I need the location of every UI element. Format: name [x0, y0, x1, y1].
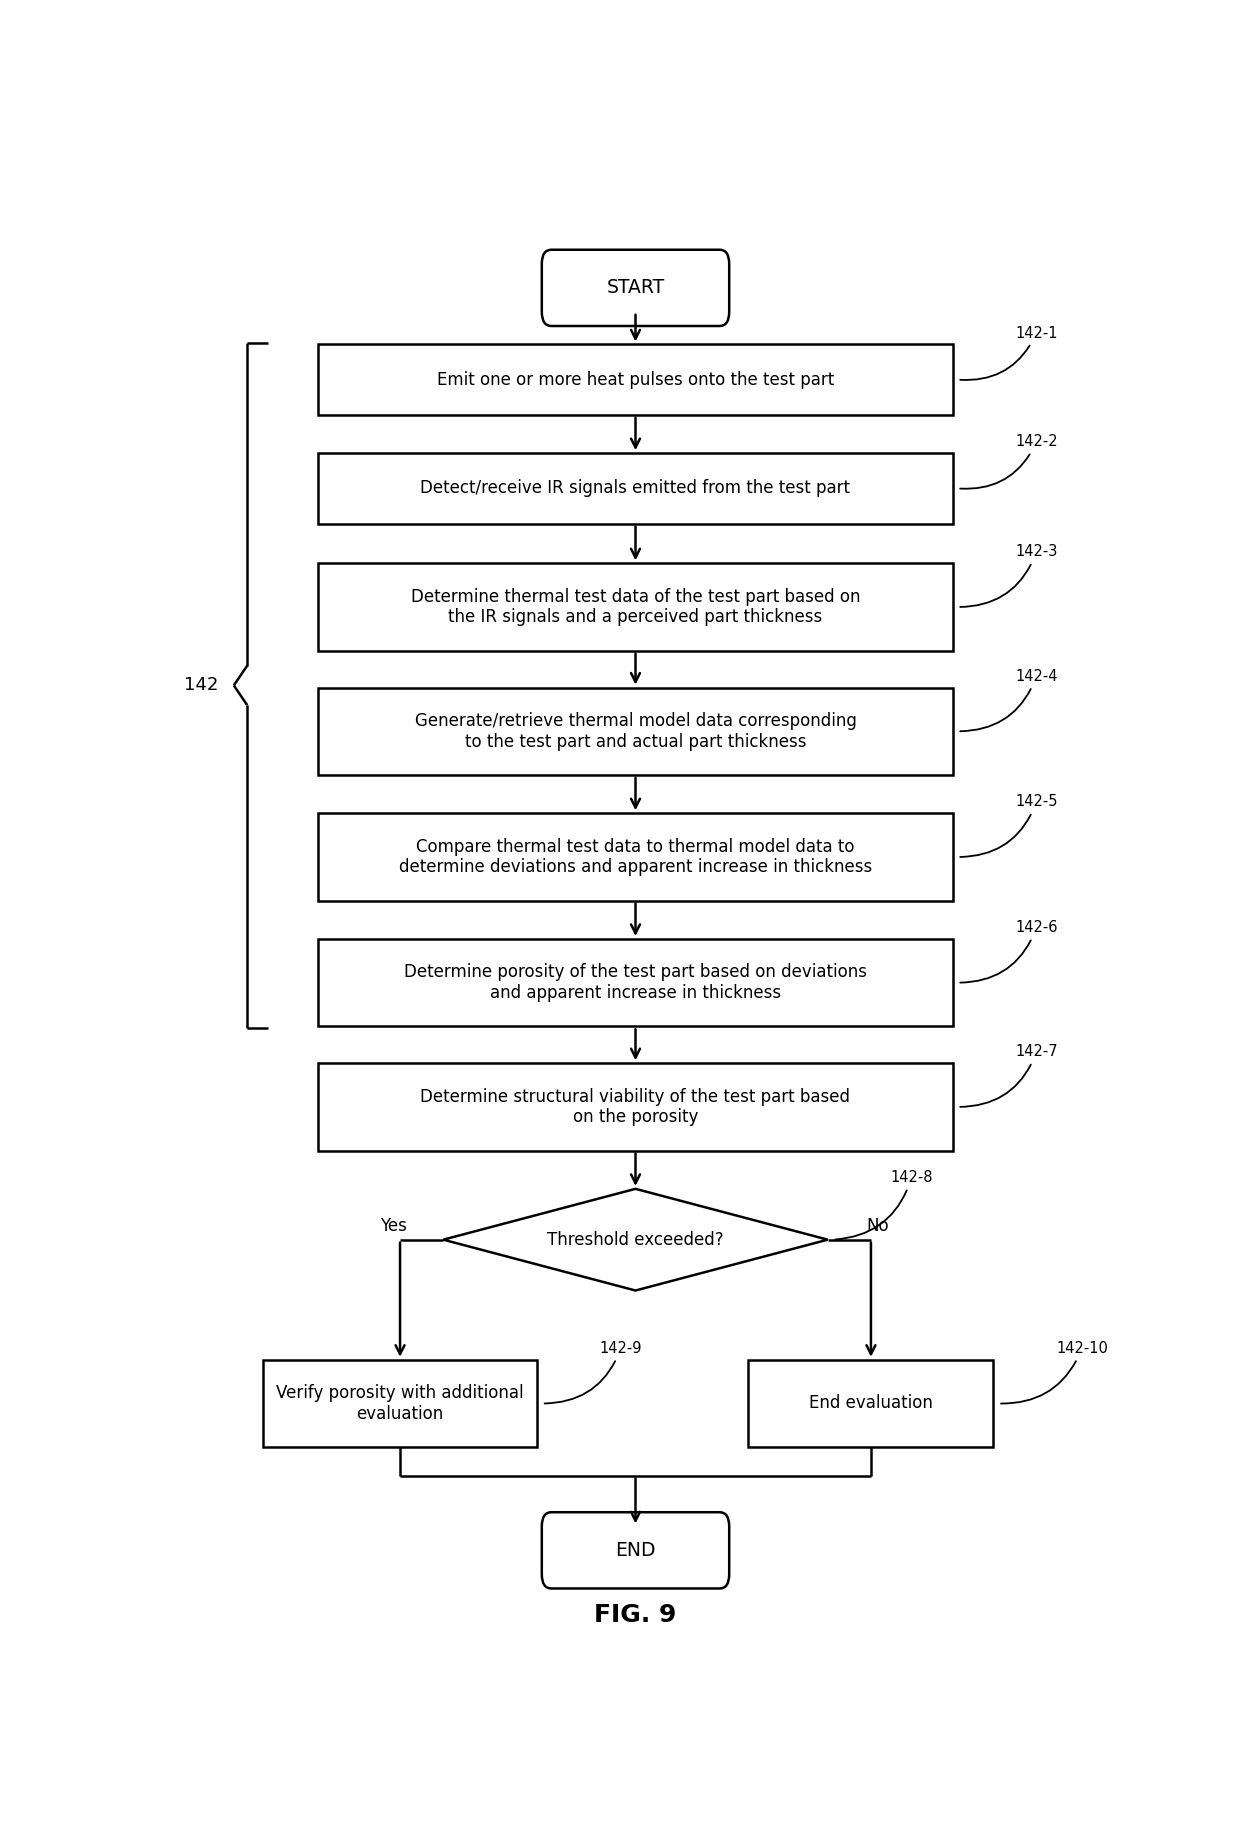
- Text: Determine porosity of the test part based on deviations
and apparent increase in: Determine porosity of the test part base…: [404, 963, 867, 1001]
- Text: 142-6: 142-6: [960, 921, 1058, 983]
- Text: 142-10: 142-10: [1001, 1341, 1107, 1403]
- FancyBboxPatch shape: [542, 249, 729, 326]
- Text: 142-4: 142-4: [960, 669, 1058, 732]
- Bar: [319, 812, 952, 900]
- Text: 142-9: 142-9: [544, 1341, 642, 1403]
- Text: START: START: [606, 279, 665, 297]
- FancyBboxPatch shape: [542, 1513, 729, 1588]
- Text: Yes: Yes: [379, 1216, 407, 1234]
- Text: 142: 142: [184, 675, 218, 693]
- Text: Compare thermal test data to thermal model data to
determine deviations and appa: Compare thermal test data to thermal mod…: [399, 838, 872, 877]
- Text: 142-7: 142-7: [960, 1044, 1058, 1108]
- Bar: [319, 1064, 952, 1150]
- Bar: [319, 453, 952, 525]
- Text: Determine structural viability of the test part based
on the porosity: Determine structural viability of the te…: [420, 1088, 851, 1126]
- Text: Generate/retrieve thermal model data corresponding
to the test part and actual p: Generate/retrieve thermal model data cor…: [414, 712, 857, 750]
- Text: 142-2: 142-2: [960, 435, 1058, 488]
- Text: Emit one or more heat pulses onto the test part: Emit one or more heat pulses onto the te…: [436, 370, 835, 389]
- Text: No: No: [867, 1216, 889, 1234]
- Bar: [319, 563, 952, 651]
- Text: Detect/receive IR signals emitted from the test part: Detect/receive IR signals emitted from t…: [420, 479, 851, 497]
- Text: 142-3: 142-3: [960, 545, 1058, 607]
- Text: 142-8: 142-8: [836, 1170, 932, 1240]
- Text: 142-5: 142-5: [960, 794, 1058, 856]
- Text: FIG. 9: FIG. 9: [594, 1603, 677, 1627]
- Text: 142-1: 142-1: [960, 326, 1058, 380]
- Text: END: END: [615, 1541, 656, 1561]
- Bar: [319, 939, 952, 1027]
- Bar: [319, 345, 952, 414]
- Polygon shape: [444, 1188, 828, 1291]
- Text: Verify porosity with additional
evaluation: Verify porosity with additional evaluati…: [277, 1385, 523, 1423]
- Text: End evaluation: End evaluation: [808, 1394, 932, 1412]
- Text: Threshold exceeded?: Threshold exceeded?: [547, 1231, 724, 1249]
- Bar: [749, 1359, 993, 1447]
- Text: Determine thermal test data of the test part based on
the IR signals and a perce: Determine thermal test data of the test …: [410, 587, 861, 627]
- Bar: [263, 1359, 537, 1447]
- Bar: [319, 688, 952, 776]
